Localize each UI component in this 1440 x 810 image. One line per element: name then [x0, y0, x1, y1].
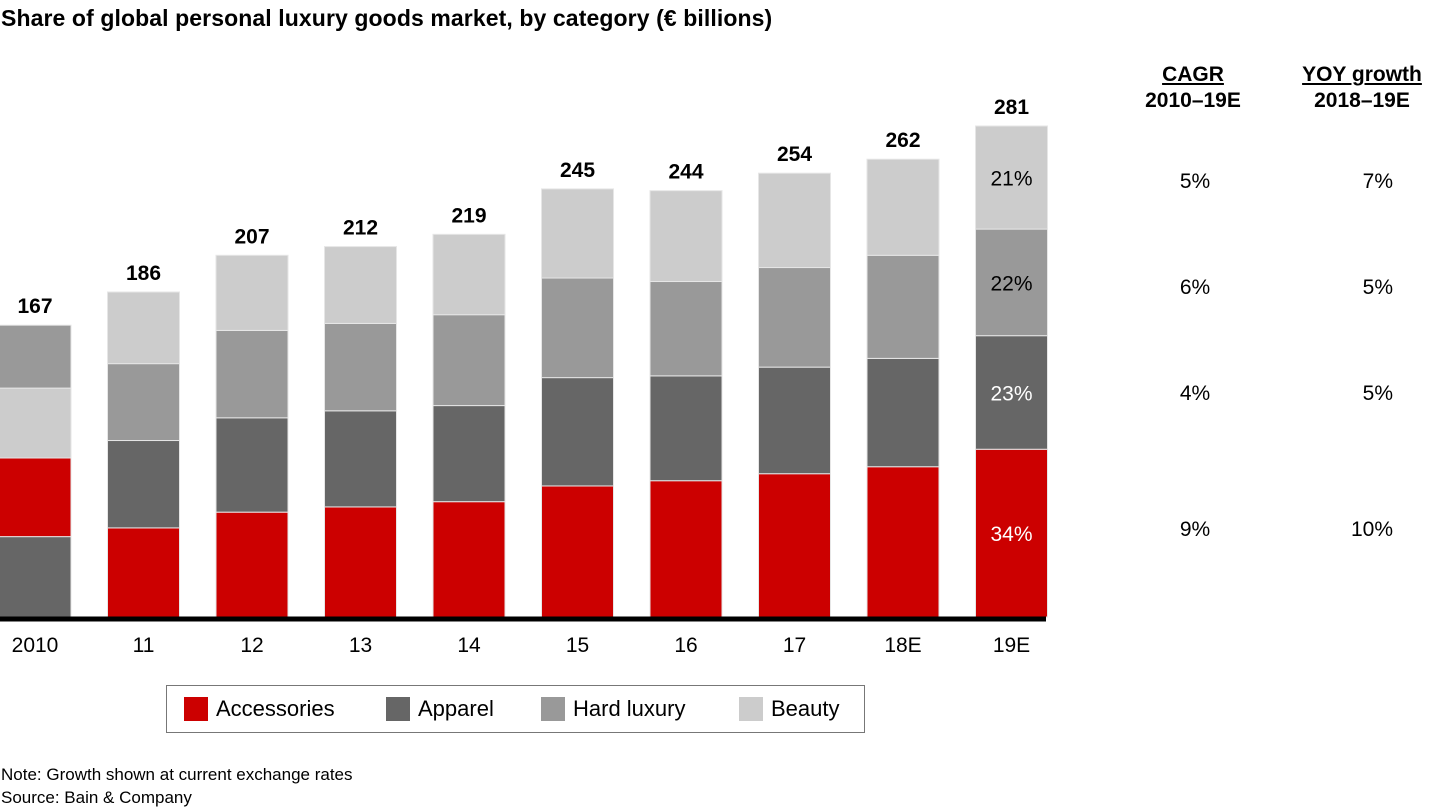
- total-label-18e: 262: [885, 129, 920, 152]
- x-tick-label-16: 16: [674, 634, 697, 657]
- cagr-accessories: 9%: [1179, 518, 1211, 541]
- bar-segment-apparel-11: [107, 440, 180, 529]
- yoy-heading: YOY growth: [1302, 63, 1422, 86]
- yoy-beauty: 7%: [1362, 170, 1393, 193]
- bar-segment-accessories-18e: [866, 466, 940, 618]
- bar-segment-beauty-14: [432, 233, 506, 316]
- x-tick-label-13: 13: [349, 634, 372, 657]
- legend-label-apparel: Apparel: [418, 696, 494, 721]
- yoy-hard-luxury: 5%: [1362, 276, 1393, 299]
- bar-segment-accessories-15: [541, 485, 614, 618]
- cagr-heading: CAGR: [1162, 63, 1224, 86]
- bar-segment-apparel-2010: [0, 536, 72, 618]
- bar-segment-hard-luxury-13: [324, 322, 397, 412]
- total-label-19e: 281: [994, 96, 1029, 119]
- cagr-hard-luxury: 6%: [1179, 276, 1211, 299]
- total-label-2010: 167: [17, 295, 52, 318]
- total-label-11: 186: [126, 262, 161, 285]
- bar-segment-accessories-19e: [975, 448, 1048, 618]
- cagr-column-header: CAGR 2010–19E: [1118, 62, 1268, 114]
- bar-segment-beauty-2010: [0, 387, 72, 459]
- total-labels-group: 167 186 207 212 219 245 244 254 262 281: [17, 96, 1029, 318]
- bar-segment-hard-luxury-17: [758, 267, 831, 368]
- x-tick-label-11: 11: [133, 634, 155, 657]
- bar-segment-accessories-14: [432, 501, 506, 618]
- bar-segment-apparel-17: [758, 366, 831, 475]
- bar-segment-beauty-16: [649, 190, 723, 283]
- legend-item-accessories: Accessories: [184, 686, 335, 732]
- total-label-16: 244: [668, 161, 703, 184]
- x-tick-label-15: 15: [566, 634, 589, 657]
- bar-segment-hard-luxury-12: [215, 329, 289, 419]
- bar-segment-apparel-16: [649, 375, 723, 482]
- total-label-13: 212: [343, 217, 378, 240]
- x-tick-label-19e: 19E: [993, 634, 1030, 657]
- bar-segment-apparel-18e: [866, 357, 940, 468]
- legend-swatch-apparel: [386, 697, 410, 721]
- chart-title: Share of global personal luxury goods ma…: [1, 5, 773, 31]
- bar-segment-beauty-11: [107, 291, 180, 365]
- bar-segment-hard-luxury-16: [649, 281, 723, 377]
- bar-segment-accessories-2010: [0, 457, 72, 538]
- x-tick-label-18e: 18E: [884, 634, 921, 657]
- stacked-bar-chart: 34% 23% 22% 21% 167 186 207 212 219 245 244 254 262…: [0, 96, 1048, 657]
- bar-segment-accessories-16: [649, 480, 723, 618]
- segment-label-accessories-19e: 34%: [990, 523, 1032, 546]
- source-note: Source: Bain & Company: [1, 788, 192, 807]
- legend-item-hard-luxury: Hard luxury: [541, 686, 685, 732]
- bar-segment-beauty-18e: [866, 158, 940, 256]
- x-tick-label-14: 14: [457, 634, 481, 657]
- x-tick-label-17: 17: [783, 634, 806, 657]
- legend-swatch-hard-luxury: [541, 697, 565, 721]
- bar-segment-hard-luxury-15: [541, 277, 614, 379]
- bar-segment-accessories-11: [107, 527, 180, 618]
- legend-label-accessories: Accessories: [216, 696, 335, 721]
- total-label-15: 245: [560, 159, 595, 182]
- legend-swatch-accessories: [184, 697, 208, 721]
- bars-group: 34% 23% 22% 21%: [0, 125, 1048, 618]
- x-tick-label-2010: 2010: [12, 634, 59, 657]
- bar-segment-accessories-17: [758, 473, 831, 618]
- x-tick-label-12: 12: [240, 634, 263, 657]
- bar-segment-accessories-12: [215, 511, 289, 618]
- bar-segment-apparel-12: [215, 417, 289, 513]
- yoy-subheading: 2018–19E: [1314, 89, 1410, 112]
- bar-segment-hard-luxury-2010: [0, 324, 72, 389]
- bar-segment-beauty-15: [541, 188, 614, 279]
- bar-segment-accessories-13: [324, 506, 397, 618]
- cagr-apparel: 4%: [1179, 382, 1211, 405]
- footnote: Note: Growth shown at current exchange r…: [1, 765, 353, 784]
- legend-label-beauty: Beauty: [771, 696, 840, 721]
- bar-segment-beauty-19e: [975, 125, 1048, 230]
- bar-segment-beauty-12: [215, 254, 289, 331]
- bar-segment-beauty-17: [758, 172, 831, 269]
- legend-item-apparel: Apparel: [386, 686, 494, 732]
- yoy-column-header: YOY growth 2018–19E: [1284, 62, 1440, 114]
- segment-label-hard-luxury-19e: 22%: [990, 272, 1032, 295]
- bar-segment-hard-luxury-18e: [866, 254, 940, 359]
- total-label-17: 254: [777, 143, 812, 166]
- cagr-subheading: 2010–19E: [1145, 89, 1241, 112]
- x-tick-labels-group: 2010 11 12 13 14 15 16 17 18E 19E: [12, 634, 1031, 657]
- bar-segment-hard-luxury-11: [107, 363, 180, 442]
- bar-segment-apparel-15: [541, 377, 614, 487]
- yoy-accessories: 10%: [1350, 518, 1393, 541]
- legend: Accessories Apparel Hard luxury Beauty: [166, 685, 865, 733]
- cagr-beauty: 5%: [1179, 170, 1211, 193]
- legend-item-beauty: Beauty: [739, 686, 840, 732]
- total-label-14: 219: [451, 204, 486, 227]
- total-label-12: 207: [234, 225, 269, 248]
- bar-segment-beauty-13: [324, 246, 397, 324]
- bar-segment-apparel-14: [432, 405, 506, 503]
- bar-segment-apparel-13: [324, 410, 397, 508]
- legend-label-hard-luxury: Hard luxury: [573, 696, 686, 721]
- segment-label-apparel-19e: 23%: [990, 382, 1032, 405]
- legend-swatch-beauty: [739, 697, 763, 721]
- bar-segment-hard-luxury-19e: [975, 228, 1048, 337]
- bar-segment-hard-luxury-14: [432, 314, 506, 407]
- yoy-apparel: 5%: [1362, 382, 1393, 405]
- segment-label-beauty-19e: 21%: [990, 168, 1032, 191]
